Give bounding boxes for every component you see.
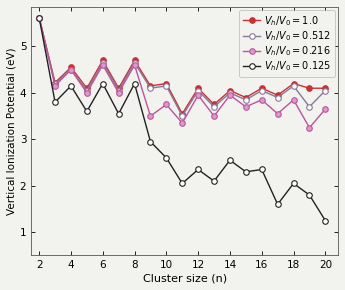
$V_h/V_0$$=1.0$ — [148, 84, 152, 88]
$V_h/V_0$$=0.125$ — [117, 112, 121, 115]
$V_h/V_0$$=0.512$ — [148, 86, 152, 90]
$V_h/V_0$$=1.0$ — [307, 86, 312, 90]
$V_h/V_0$$=0.125$ — [180, 182, 184, 185]
$V_h/V_0$$=0.125$ — [276, 203, 280, 206]
$V_h/V_0$$=0.216$ — [85, 91, 89, 95]
$V_h/V_0$$=1.0$ — [228, 89, 232, 92]
$V_h/V_0$$=0.125$ — [69, 84, 73, 88]
$V_h/V_0$$=1.0$ — [132, 59, 137, 62]
$V_h/V_0$$=0.216$ — [276, 112, 280, 115]
$V_h/V_0$$=0.125$ — [228, 158, 232, 162]
Line: $V_h/V_0$$=1.0$: $V_h/V_0$$=1.0$ — [36, 15, 328, 117]
$V_h/V_0$$=0.216$ — [164, 103, 168, 106]
$V_h/V_0$$=0.125$ — [292, 182, 296, 185]
$V_h/V_0$$=0.125$ — [212, 180, 216, 183]
X-axis label: Cluster size (n): Cluster size (n) — [142, 273, 227, 283]
$V_h/V_0$$=0.512$ — [212, 105, 216, 108]
$V_h/V_0$$=0.512$ — [53, 82, 57, 85]
$V_h/V_0$$=0.512$ — [276, 96, 280, 99]
$V_h/V_0$$=1.0$ — [180, 112, 184, 115]
$V_h/V_0$$=1.0$ — [69, 66, 73, 69]
$V_h/V_0$$=1.0$ — [292, 82, 296, 85]
$V_h/V_0$$=0.512$ — [101, 61, 105, 64]
$V_h/V_0$$=0.512$ — [180, 114, 184, 118]
$V_h/V_0$$=0.512$ — [85, 89, 89, 92]
$V_h/V_0$$=1.0$ — [117, 86, 121, 90]
$V_h/V_0$$=0.216$ — [180, 121, 184, 125]
Y-axis label: Vertical Ionization Potential (eV): Vertical Ionization Potential (eV) — [7, 48, 17, 215]
$V_h/V_0$$=1.0$ — [164, 82, 168, 85]
$V_h/V_0$$=0.216$ — [132, 63, 137, 67]
$V_h/V_0$$=1.0$ — [101, 59, 105, 62]
$V_h/V_0$$=0.512$ — [164, 84, 168, 88]
Line: $V_h/V_0$$=0.216$: $V_h/V_0$$=0.216$ — [36, 15, 328, 130]
$V_h/V_0$$=0.512$ — [292, 84, 296, 88]
$V_h/V_0$$=0.216$ — [101, 63, 105, 67]
$V_h/V_0$$=0.512$ — [69, 68, 73, 71]
$V_h/V_0$$=0.216$ — [212, 114, 216, 118]
$V_h/V_0$$=0.216$ — [37, 16, 41, 19]
$V_h/V_0$$=1.0$ — [323, 86, 327, 90]
$V_h/V_0$$=0.512$ — [37, 16, 41, 19]
$V_h/V_0$$=0.125$ — [244, 170, 248, 173]
$V_h/V_0$$=1.0$ — [276, 93, 280, 97]
$V_h/V_0$$=1.0$ — [212, 103, 216, 106]
$V_h/V_0$$=0.216$ — [323, 107, 327, 111]
$V_h/V_0$$=0.512$ — [307, 105, 312, 108]
$V_h/V_0$$=1.0$ — [85, 86, 89, 90]
$V_h/V_0$$=0.125$ — [164, 156, 168, 160]
$V_h/V_0$$=0.125$ — [101, 82, 105, 85]
$V_h/V_0$$=1.0$ — [37, 16, 41, 19]
Line: $V_h/V_0$$=0.125$: $V_h/V_0$$=0.125$ — [36, 15, 328, 223]
$V_h/V_0$$=0.512$ — [196, 89, 200, 92]
$V_h/V_0$$=0.216$ — [196, 93, 200, 97]
$V_h/V_0$$=0.125$ — [260, 168, 264, 171]
$V_h/V_0$$=0.512$ — [228, 91, 232, 95]
$V_h/V_0$$=0.512$ — [260, 89, 264, 92]
$V_h/V_0$$=0.216$ — [117, 91, 121, 95]
$V_h/V_0$$=0.125$ — [307, 193, 312, 197]
$V_h/V_0$$=0.125$ — [53, 100, 57, 104]
$V_h/V_0$$=0.216$ — [228, 93, 232, 97]
$V_h/V_0$$=1.0$ — [244, 96, 248, 99]
$V_h/V_0$$=0.216$ — [307, 126, 312, 129]
$V_h/V_0$$=0.125$ — [323, 219, 327, 222]
$V_h/V_0$$=0.125$ — [85, 110, 89, 113]
Line: $V_h/V_0$$=0.512$: $V_h/V_0$$=0.512$ — [36, 15, 328, 119]
$V_h/V_0$$=0.512$ — [132, 61, 137, 64]
$V_h/V_0$$=0.512$ — [117, 89, 121, 92]
$V_h/V_0$$=0.216$ — [53, 84, 57, 88]
$V_h/V_0$$=0.216$ — [244, 105, 248, 108]
$V_h/V_0$$=1.0$ — [260, 86, 264, 90]
$V_h/V_0$$=0.512$ — [244, 98, 248, 102]
$V_h/V_0$$=0.216$ — [292, 98, 296, 102]
$V_h/V_0$$=1.0$ — [196, 86, 200, 90]
$V_h/V_0$$=0.125$ — [196, 168, 200, 171]
$V_h/V_0$$=0.125$ — [37, 16, 41, 19]
$V_h/V_0$$=1.0$ — [53, 81, 57, 84]
$V_h/V_0$$=0.512$ — [323, 89, 327, 92]
$V_h/V_0$$=0.216$ — [260, 98, 264, 102]
$V_h/V_0$$=0.216$ — [148, 114, 152, 118]
$V_h/V_0$$=0.216$ — [69, 68, 73, 71]
Legend: $V_h/V_0$$=1.0$, $V_h/V_0$$=0.512$, $V_h/V_0$$=0.216$, $V_h/V_0$$=0.125$: $V_h/V_0$$=1.0$, $V_h/V_0$$=0.512$, $V_h… — [239, 10, 335, 77]
$V_h/V_0$$=0.125$ — [148, 140, 152, 143]
$V_h/V_0$$=0.125$ — [132, 82, 137, 85]
